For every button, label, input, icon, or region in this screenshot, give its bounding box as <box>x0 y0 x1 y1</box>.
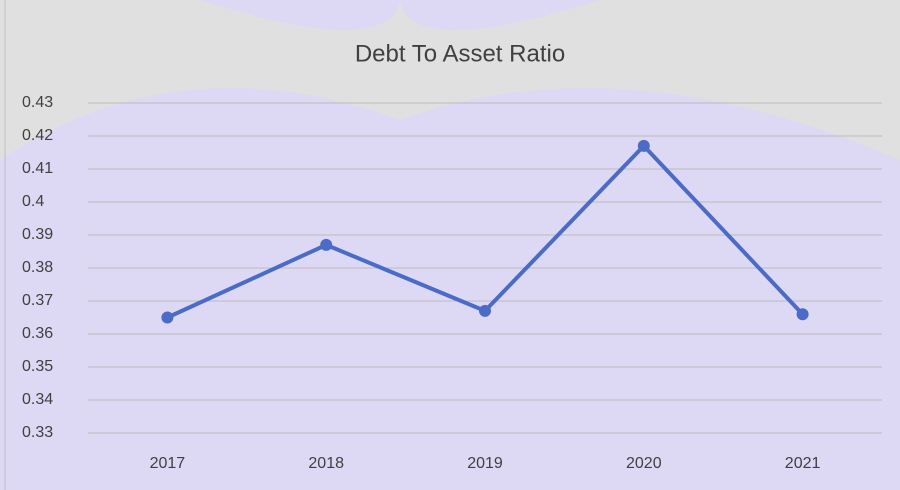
y-tick-label: 0.38 <box>22 259 53 276</box>
x-tick-label: 2020 <box>626 455 662 472</box>
chart-title: Debt To Asset Ratio <box>355 40 565 67</box>
x-tick-label: 2018 <box>308 455 344 472</box>
marker <box>637 139 650 152</box>
y-tick-label: 0.41 <box>22 160 53 177</box>
y-tick-label: 0.33 <box>22 424 53 441</box>
y-tick-label: 0.37 <box>22 292 53 309</box>
y-tick-label: 0.35 <box>22 358 53 375</box>
marker <box>320 238 333 251</box>
marker <box>796 308 809 321</box>
x-tick-label: 2021 <box>785 455 821 472</box>
x-tick-label: 2017 <box>150 455 186 472</box>
marker <box>161 311 174 324</box>
watermark <box>0 0 900 160</box>
y-tick-label: 0.42 <box>22 127 53 144</box>
marker <box>479 304 491 317</box>
y-tick-label: 0.4 <box>22 193 44 210</box>
y-tick-label: 0.39 <box>22 226 53 243</box>
y-tick-label: 0.36 <box>22 325 53 342</box>
y-tick-label: 0.34 <box>22 391 53 408</box>
y-tick-label: 0.43 <box>22 94 53 111</box>
x-tick-label: 2019 <box>467 455 503 472</box>
